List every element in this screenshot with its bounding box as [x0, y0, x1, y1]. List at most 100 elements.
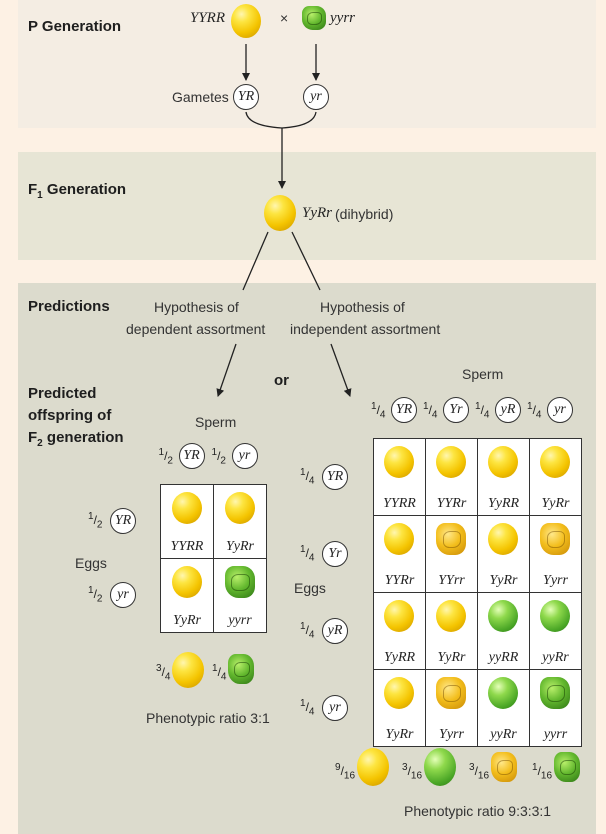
cell-genotype: yyrr — [228, 613, 252, 628]
f1-generation-heading: F1 Generation — [28, 181, 127, 201]
fraction-numerator: 1 — [300, 697, 306, 709]
cell-genotype: YyRr — [437, 650, 466, 665]
green-wrinkled-pea-icon — [540, 677, 570, 709]
dependent-sperm-label: Sperm — [195, 414, 237, 430]
fraction-numerator: 1 — [88, 585, 94, 596]
dependent-egg-fraction-0: 1/2 — [88, 511, 103, 531]
independent-sperm-gamete-2: yR — [495, 397, 521, 423]
fraction-denominator: 4 — [220, 671, 227, 683]
independent-sperm-gamete-0: YR — [391, 397, 417, 423]
fraction-denominator: 16 — [477, 770, 490, 782]
yellow-round-pea-icon — [384, 523, 414, 555]
cell-genotype: yyrr — [543, 727, 568, 742]
fraction-denominator: 2 — [96, 593, 103, 605]
fraction-numerator: 3 — [469, 762, 475, 773]
fraction-denominator: 2 — [220, 455, 226, 467]
independent-egg-gamete-1: Yr — [322, 540, 348, 567]
cell-genotype: YyRr — [541, 496, 570, 511]
or-label: or — [274, 372, 289, 389]
fraction-denominator: 4 — [164, 671, 171, 683]
green-round-pea-icon — [540, 600, 570, 632]
yellow-round-pea-icon — [436, 446, 466, 478]
fraction-denominator: 4 — [483, 409, 490, 421]
yellow-round-pea-icon — [436, 600, 466, 632]
dependent-hypothesis-line2: dependent assortment — [126, 321, 266, 337]
cell-genotype: YYrr — [438, 573, 465, 588]
dependent-ratio-text: Phenotypic ratio 3:1 — [146, 710, 270, 726]
independent-egg-gamete-3: yr — [322, 694, 348, 721]
independent-sperm-fraction-1: 1/4 — [423, 401, 438, 421]
summary-yellow-round-pea-icon — [357, 748, 389, 786]
independent-hypothesis-line2: independent assortment — [290, 321, 441, 337]
yellow-wrinkled-pea-icon — [436, 523, 466, 555]
fraction-numerator: 1 — [88, 511, 94, 522]
fraction-denominator: 4 — [431, 409, 438, 421]
yellow-round-pea-icon — [231, 4, 261, 38]
independent-summary-fraction-1: 3/16 — [402, 762, 423, 782]
independent-hypothesis-line1: Hypothesis of — [320, 299, 405, 315]
yellow-round-pea-icon — [488, 523, 518, 555]
yellow-round-pea-icon — [488, 446, 518, 478]
fraction-denominator: 4 — [308, 551, 315, 563]
summary-yellow-wrinkled-pea-icon — [491, 752, 517, 782]
independent-sperm-gamete-3: yr — [547, 397, 573, 423]
independent-sperm-fraction-2: 1/4 — [475, 401, 490, 421]
dependent-punnett-cell: YyRr — [213, 484, 267, 559]
f1-generation-band — [18, 152, 596, 260]
independent-summary-fraction-3: 1/16 — [532, 762, 553, 782]
fraction-numerator: 1 — [300, 466, 306, 478]
independent-sperm-fraction-3: 1/4 — [527, 401, 542, 421]
green-wrinkled-pea-icon — [224, 566, 255, 598]
fraction-numerator: 1 — [475, 401, 481, 412]
dependent-sperm-gamete-1: yr — [231, 443, 258, 469]
cell-genotype: yyRr — [542, 650, 569, 665]
fraction-denominator: 2 — [167, 455, 173, 467]
p-generation-heading: P Generation — [28, 18, 122, 35]
f1-dihybrid-note: (dihybrid) — [335, 206, 394, 222]
dependent-sperm-gamete-0: YR — [178, 443, 205, 469]
yellow-wrinkled-pea-icon — [436, 677, 466, 709]
independent-summary-fraction-2: 3/16 — [469, 762, 490, 782]
parent2-genotype: yyrr — [330, 10, 355, 26]
dependent-egg-fraction-1: 1/2 — [88, 585, 103, 605]
fraction-numerator: 9 — [335, 762, 341, 773]
fraction-denominator: 4 — [308, 474, 315, 486]
cell-genotype: YyRr — [489, 573, 518, 588]
dependent-sperm-fraction-1: 1/2 — [211, 447, 226, 467]
independent-egg-gamete-0: YR — [322, 463, 348, 490]
independent-egg-fraction-0: 1/4 — [300, 466, 315, 486]
independent-summary-fraction-0: 9/16 — [335, 762, 356, 782]
offspring-heading-line3: F2 generation — [28, 429, 124, 449]
cell-genotype: yyRr — [490, 727, 517, 742]
summary-green-wrinkled-pea-icon — [554, 752, 580, 782]
independent-egg-fraction-2: 1/4 — [300, 620, 315, 640]
fraction-numerator: 1 — [300, 620, 306, 632]
gamete-circle-yr-upper: YR — [233, 84, 259, 110]
fraction-numerator: 1 — [527, 401, 533, 412]
yellow-round-pea-icon — [384, 600, 414, 632]
cell-genotype: Yyrr — [439, 727, 464, 742]
cross-symbol: × — [280, 10, 289, 26]
fraction-denominator: 4 — [535, 409, 542, 421]
independent-sperm-gamete-1: Yr — [443, 397, 469, 423]
cell-genotype: yyRR — [488, 650, 519, 665]
yellow-round-pea-icon — [171, 492, 202, 524]
fraction-numerator: 1 — [158, 447, 165, 458]
parent1-genotype: YYRR — [190, 10, 226, 26]
offspring-heading-line2: offspring of — [28, 407, 112, 424]
fraction-numerator: 1 — [300, 543, 306, 555]
independent-ratio-text: Phenotypic ratio 9:3:3:1 — [404, 803, 552, 819]
dependent-egg-gamete-0: YR — [110, 508, 136, 534]
dependent-summary-fraction-0: 3/4 — [156, 663, 171, 683]
yellow-round-pea-icon — [171, 566, 202, 598]
fraction-denominator: 4 — [379, 409, 386, 421]
fraction-denominator: 2 — [96, 519, 103, 531]
f1-yellow-round-pea-icon — [264, 195, 296, 231]
dependent-summary-fraction-1: 1/4 — [212, 663, 227, 683]
fraction-denominator: 16 — [343, 770, 356, 782]
cell-genotype: YYRR — [170, 539, 204, 554]
yellow-round-pea-icon — [540, 446, 570, 478]
gamete-circle-yr-lower: yr — [303, 84, 329, 110]
dependent-eggs-label: Eggs — [75, 555, 107, 571]
dependent-sperm-fraction-0: 1/2 — [158, 447, 173, 467]
